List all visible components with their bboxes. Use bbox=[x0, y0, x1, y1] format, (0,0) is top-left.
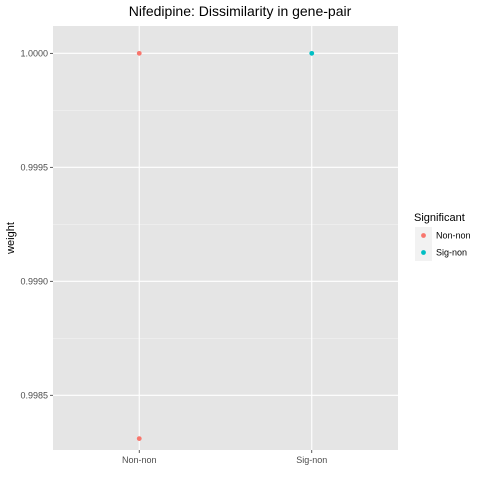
legend-label: Sig-non bbox=[436, 248, 467, 258]
y-tick-label: 0.9985 bbox=[20, 390, 48, 400]
data-point bbox=[309, 50, 315, 56]
data-point bbox=[136, 50, 142, 56]
y-tick-label: 1.0000 bbox=[20, 48, 48, 58]
x-axis: Non-non Sig-non bbox=[122, 450, 327, 465]
y-axis: 0.9985 0.9990 0.9995 1.0000 bbox=[20, 48, 53, 400]
chart-title: Nifedipine: Dissimilarity in gene-pair bbox=[129, 3, 352, 19]
data-point bbox=[136, 436, 142, 442]
data-points bbox=[136, 50, 315, 442]
y-axis-title: weight bbox=[5, 222, 17, 255]
y-tick-label: 0.9995 bbox=[20, 162, 48, 172]
legend-key-point bbox=[421, 250, 426, 255]
y-tick-label: 0.9990 bbox=[20, 276, 48, 286]
legend: Significant Non-non Sig-non bbox=[414, 212, 471, 261]
plot-panel bbox=[53, 26, 398, 450]
legend-title: Significant bbox=[414, 212, 465, 224]
x-tick-label: Sig-non bbox=[296, 455, 327, 465]
legend-key-point bbox=[421, 233, 426, 238]
x-tick-label: Non-non bbox=[122, 455, 157, 465]
grid bbox=[53, 26, 398, 450]
legend-label: Non-non bbox=[436, 231, 471, 241]
